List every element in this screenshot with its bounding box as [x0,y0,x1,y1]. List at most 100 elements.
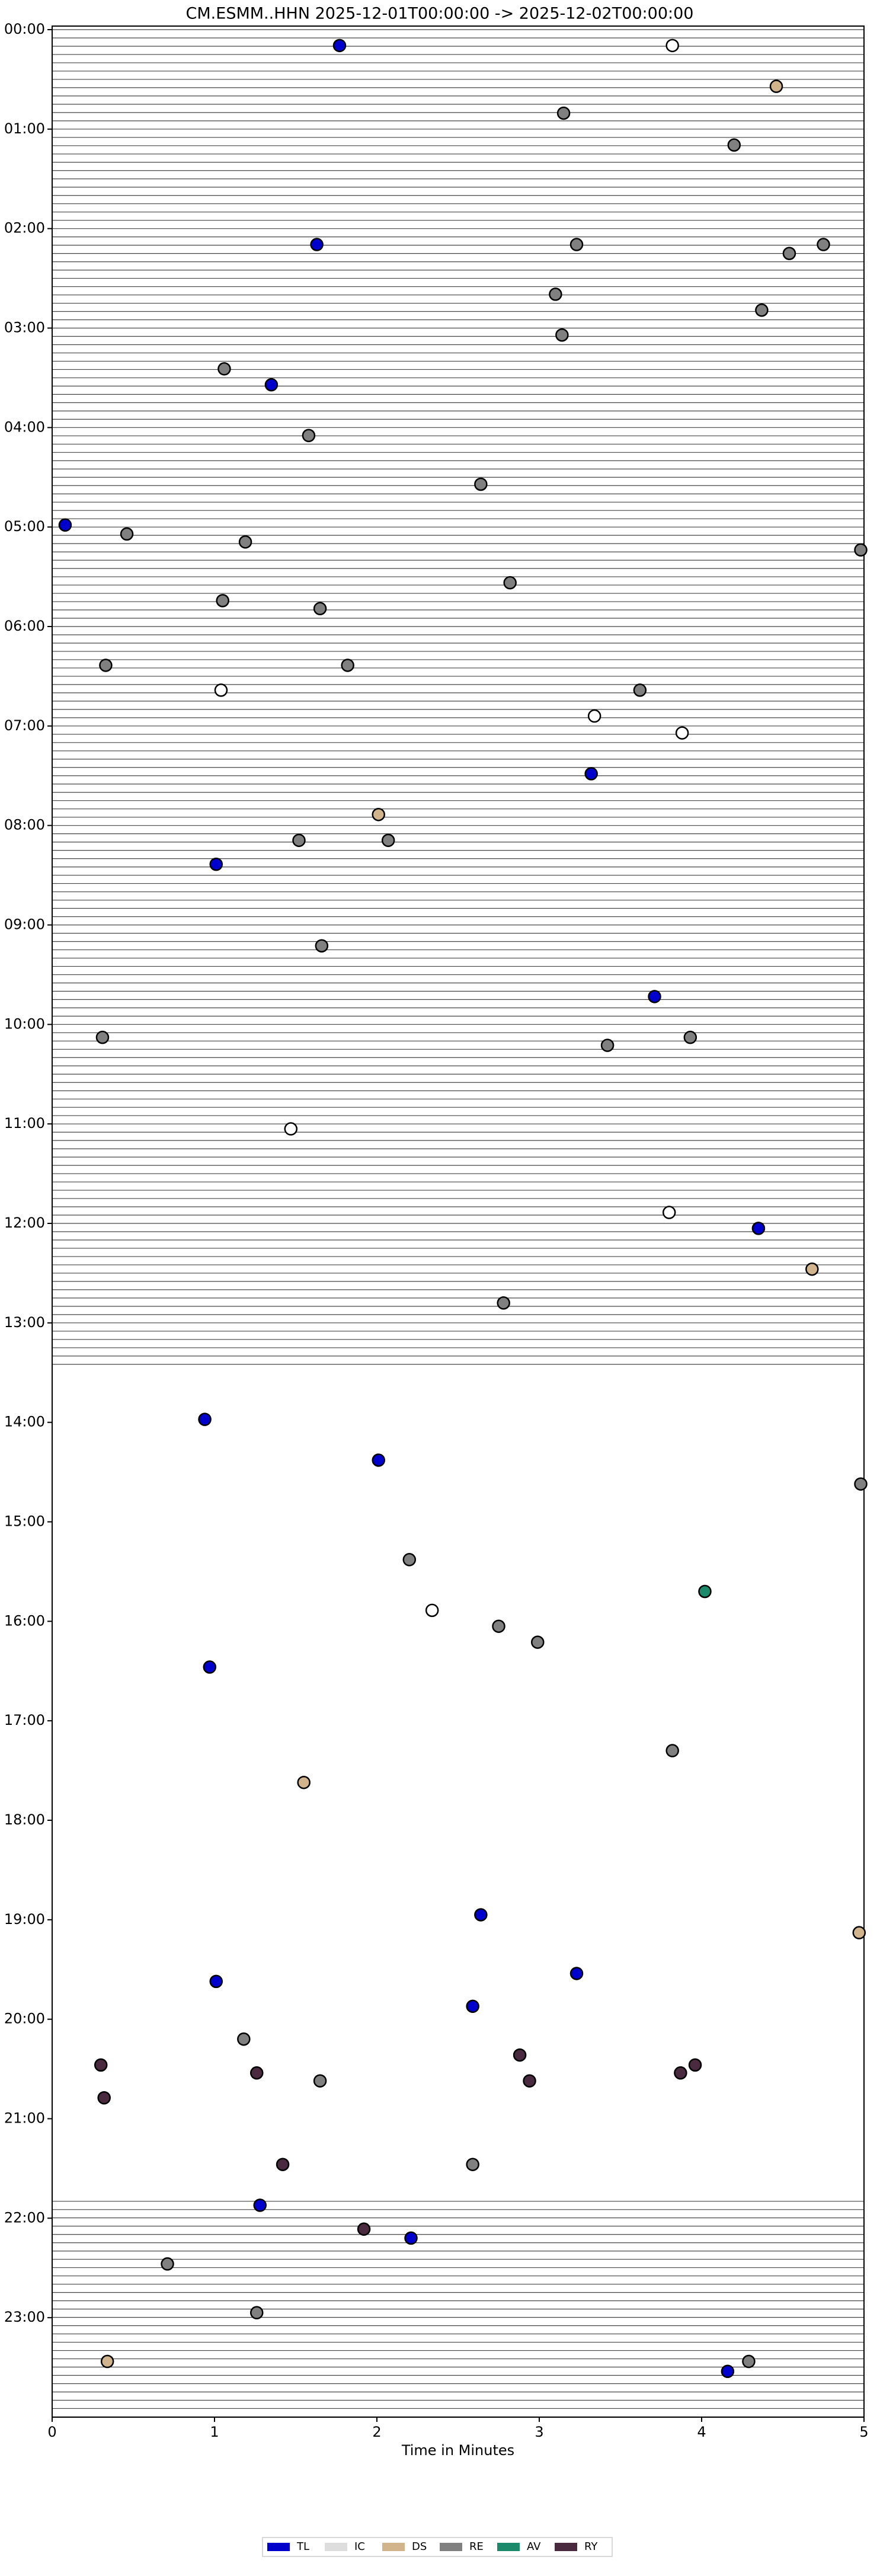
legend-swatch [325,2543,347,2551]
event-marker [727,138,741,152]
event-marker [817,238,830,251]
event-marker [372,1453,385,1467]
event-marker [662,1206,676,1219]
event-marker [852,1926,866,1939]
y-tick-label: 04:00 [4,418,45,435]
event-marker [402,1553,417,1567]
chart-title: CM.ESMM..HHN 2025-12-01T00:00:00 -> 2025… [186,5,694,23]
event-marker [584,767,598,781]
y-tick-label: 05:00 [4,518,45,535]
y-tick-label: 12:00 [4,1215,45,1231]
legend-swatch [497,2543,520,2551]
event-marker [292,833,306,848]
event-marker [332,39,347,53]
event-marker [276,2158,290,2171]
y-tick-label: 18:00 [4,1811,45,1828]
event-marker [587,709,601,723]
event-marker [315,939,329,953]
event-marker [556,106,571,120]
event-marker [217,362,231,376]
y-tick-label: 19:00 [4,1911,45,1928]
event-marker [503,576,517,590]
x-tick-label: 4 [697,2424,706,2440]
event-marker [264,378,279,392]
event-marker [474,1908,488,1922]
plot-frame [52,25,865,2418]
event-marker [751,1222,766,1235]
legend-swatch [555,2543,577,2551]
event-marker [549,287,562,301]
event-marker [782,247,796,260]
x-tick-label: 1 [210,2424,219,2440]
event-marker [253,2198,267,2212]
event-marker [284,1122,298,1136]
y-tick-label: 06:00 [4,618,45,634]
legend-box [262,2537,613,2557]
y-tick-label: 08:00 [4,817,45,833]
event-marker [313,602,327,616]
event-marker [569,1967,584,1980]
event-marker [523,2074,536,2088]
event-marker [249,2306,264,2320]
legend-label: AV [527,2540,541,2553]
event-marker [497,1296,510,1310]
event-marker [688,2058,702,2072]
event-marker [755,303,769,317]
y-tick-label: 09:00 [4,916,45,933]
event-marker [721,2364,735,2379]
event-marker [675,726,689,740]
event-marker [466,2158,479,2171]
event-marker [214,683,228,697]
event-marker [249,2066,264,2080]
y-tick-label: 17:00 [4,1712,45,1728]
y-tick-label: 13:00 [4,1314,45,1331]
event-marker [633,683,647,697]
y-tick-label: 11:00 [4,1115,45,1132]
event-marker [569,238,584,251]
event-marker [698,1584,712,1599]
event-marker [209,857,223,871]
event-marker [492,1619,505,1633]
y-tick-label: 10:00 [4,1015,45,1032]
x-tick-label: 5 [859,2424,868,2440]
event-marker [237,2032,251,2046]
event-marker [198,1412,212,1426]
legend-swatch [382,2543,405,2551]
event-marker [474,477,488,491]
event-marker [341,659,354,672]
legend-swatch [267,2543,290,2551]
y-tick-label: 14:00 [4,1414,45,1430]
event-marker [209,1974,223,1989]
y-tick-label: 01:00 [4,120,45,137]
event-marker [674,2066,687,2080]
y-tick-label: 16:00 [4,1612,45,1629]
event-marker [99,659,113,672]
event-marker [161,2257,174,2271]
event-marker [555,328,569,342]
event-marker [58,518,72,532]
event-marker [531,1635,545,1649]
event-marker [94,2058,108,2072]
event-marker [357,2222,371,2236]
legend-label: TL [296,2540,309,2553]
event-marker [302,429,316,443]
event-marker [683,1030,697,1044]
legend-swatch [440,2543,462,2551]
event-marker [97,2091,111,2105]
y-tick-label: 22:00 [4,2209,45,2226]
y-tick-label: 21:00 [4,2110,45,2127]
event-marker [805,1262,819,1276]
event-marker [120,527,134,541]
legend-label: IC [354,2540,365,2553]
event-marker [425,1603,439,1618]
event-marker [216,594,229,608]
event-marker [854,543,868,557]
event-marker [665,1744,679,1757]
event-marker [854,1477,868,1491]
event-marker [100,2354,114,2369]
event-marker [404,2231,418,2245]
y-tick-label: 03:00 [4,319,45,336]
event-marker [466,1999,479,2014]
